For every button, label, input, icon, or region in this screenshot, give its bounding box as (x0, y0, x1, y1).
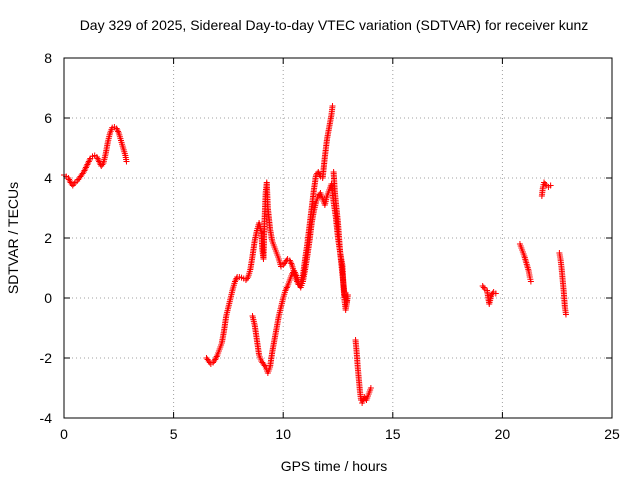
x-tick-label: 15 (385, 426, 401, 442)
tick-layer: 0 5 10 15 20 25 -4 -2 0 2 4 6 8 (40, 50, 620, 442)
y-tick-label: 0 (44, 290, 52, 306)
y-tick-label: 2 (44, 230, 52, 246)
y-tick-label: -4 (40, 410, 53, 426)
y-tick-label: -2 (40, 350, 53, 366)
data-point (527, 278, 534, 285)
y-tick-label: 4 (44, 170, 52, 186)
data-point-interp (288, 260, 295, 267)
x-tick-label: 20 (495, 426, 511, 442)
plot-frame (63, 57, 613, 419)
grid-layer (64, 58, 612, 418)
x-tick-label: 10 (275, 426, 291, 442)
data-point (492, 290, 499, 297)
data-point-interp (115, 128, 122, 135)
data-point-interp (480, 284, 487, 291)
data-marks (61, 103, 569, 406)
data-point (562, 311, 569, 318)
data-point-interp (232, 277, 239, 283)
data-point (547, 182, 554, 189)
y-axis-label: SDTVAR / TECUs (5, 182, 21, 294)
x-tick-label: 5 (170, 426, 178, 442)
x-tick-label: 0 (60, 426, 68, 442)
data-point (123, 158, 130, 165)
data-point (343, 298, 350, 304)
y-tick-label: 8 (44, 50, 52, 66)
x-axis-label: GPS time / hours (281, 458, 388, 474)
x-tick-label: 25 (604, 426, 620, 442)
chart-title: Day 329 of 2025, Sidereal Day-to-day VTE… (80, 17, 589, 33)
data-point (329, 103, 336, 109)
y-tick-label: 6 (44, 110, 52, 126)
data-point (367, 385, 374, 391)
